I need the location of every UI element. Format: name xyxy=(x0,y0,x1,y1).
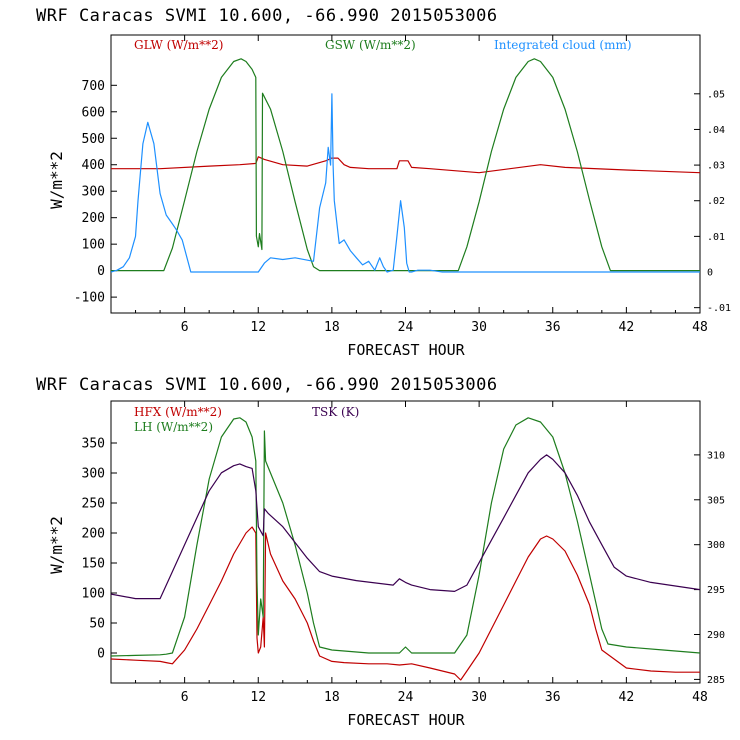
top-plot-frame xyxy=(110,34,701,314)
top-x-tick-label: 6 xyxy=(181,320,189,335)
top-x-tick-label: 18 xyxy=(324,320,340,335)
top-panel: WRF Caracas SVMI 10.600, -66.990 2015053… xyxy=(36,6,731,359)
bottom-x-tick-label: 6 xyxy=(181,690,189,705)
legend-tsk: TSK (K) xyxy=(312,405,359,419)
bottom-x-tick-label: 18 xyxy=(324,690,340,705)
bottom-x-tick-label: 24 xyxy=(398,690,414,705)
bottom-y-tick-label: 350 xyxy=(82,437,105,452)
bottom-y-tick-label: 0 xyxy=(97,647,105,662)
bottom-y-axis-label: W/m**2 xyxy=(47,516,66,574)
top-y-tick-label: 700 xyxy=(82,79,105,94)
top-y-tick-label: 600 xyxy=(82,105,105,120)
top-y2-tick-label: .03 xyxy=(707,161,725,172)
top-y2-tick-label: .01 xyxy=(707,232,725,243)
bottom-x-ticks: 6 12 18 24 30 36 42 48 xyxy=(135,401,708,705)
top-y2-tick-label: -.01 xyxy=(707,303,731,314)
top-y-tick-label: 0 xyxy=(97,264,105,279)
bottom-series-tsk-line xyxy=(111,454,700,600)
top-y2-tick-label: 0 xyxy=(707,268,713,279)
top-x-axis-label: FORECAST HOUR xyxy=(347,341,465,359)
bottom-x-tick-label: 36 xyxy=(545,690,561,705)
top-x-tick-label: 12 xyxy=(250,320,266,335)
bottom-y-ticks: 0 50 100 150 200 250 300 350 xyxy=(82,437,117,662)
bottom-x-axis-label: FORECAST HOUR xyxy=(347,711,465,729)
top-x-tick-label: 36 xyxy=(545,320,561,335)
top-y2-tick-label: .05 xyxy=(707,89,725,100)
top-series-glw-line xyxy=(111,156,700,174)
bottom-y2-tick-label: 290 xyxy=(707,630,725,641)
top-chart-title: WRF Caracas SVMI 10.600, -66.990 2015053… xyxy=(36,6,498,26)
bottom-y-tick-label: 300 xyxy=(82,467,105,482)
bottom-x-tick-label: 12 xyxy=(250,690,266,705)
top-y-tick-label: -100 xyxy=(74,291,105,306)
top-series-gsw-line xyxy=(111,58,700,272)
top-series xyxy=(111,58,700,273)
top-y-tick-label: 200 xyxy=(82,211,105,226)
legend-hfx: HFX (W/m**2) xyxy=(134,405,222,419)
bottom-y2-tick-label: 310 xyxy=(707,450,725,461)
legend-lh: LH (W/m**2) xyxy=(134,420,213,434)
bottom-y-tick-label: 150 xyxy=(82,557,105,572)
top-y-axis-label: W/m**2 xyxy=(47,151,66,209)
bottom-x-tick-label: 48 xyxy=(692,690,708,705)
bottom-y2-ticks: 285 290 295 300 305 310 xyxy=(694,450,725,686)
legend-cloud: Integrated cloud (mm) xyxy=(494,38,632,52)
top-y-tick-label: 300 xyxy=(82,185,105,200)
top-series-integrated-line xyxy=(111,93,700,273)
bottom-y-tick-label: 250 xyxy=(82,497,105,512)
top-x-tick-label: 42 xyxy=(619,320,635,335)
bottom-series xyxy=(111,417,700,681)
bottom-y2-tick-label: 295 xyxy=(707,585,725,596)
bottom-y2-tick-label: 300 xyxy=(707,540,725,551)
top-x-ticks: 6 12 18 24 30 36 42 48 xyxy=(135,35,708,335)
bottom-y2-tick-label: 285 xyxy=(707,675,725,686)
top-x-tick-label: 48 xyxy=(692,320,708,335)
bottom-y-tick-label: 100 xyxy=(82,587,105,602)
top-y-tick-label: 400 xyxy=(82,158,105,173)
bottom-plot-frame xyxy=(110,400,701,684)
bottom-y-tick-label: 50 xyxy=(89,617,105,632)
top-y2-tick-label: .02 xyxy=(707,196,725,207)
bottom-series-lh-line xyxy=(111,417,700,657)
bottom-panel: WRF Caracas SVMI 10.600, -66.990 2015053… xyxy=(36,375,725,729)
legend-glw: GLW (W/m**2) xyxy=(134,38,223,52)
top-x-tick-label: 24 xyxy=(398,320,414,335)
top-x-tick-label: 30 xyxy=(471,320,487,335)
top-y-tick-label: 500 xyxy=(82,132,105,147)
bottom-y-tick-label: 200 xyxy=(82,527,105,542)
legend-gsw: GSW (W/m**2) xyxy=(325,38,416,52)
bottom-x-tick-label: 42 xyxy=(619,690,635,705)
bottom-y2-tick-label: 305 xyxy=(707,495,725,506)
top-y2-tick-label: .04 xyxy=(707,125,725,136)
top-y-ticks: -100 0 100 200 300 400 500 600 700 xyxy=(74,79,117,306)
top-y-tick-label: 100 xyxy=(82,238,105,253)
bottom-chart-title: WRF Caracas SVMI 10.600, -66.990 2015053… xyxy=(36,375,498,395)
bottom-x-tick-label: 30 xyxy=(471,690,487,705)
bottom-series-hfx-line xyxy=(111,526,700,681)
